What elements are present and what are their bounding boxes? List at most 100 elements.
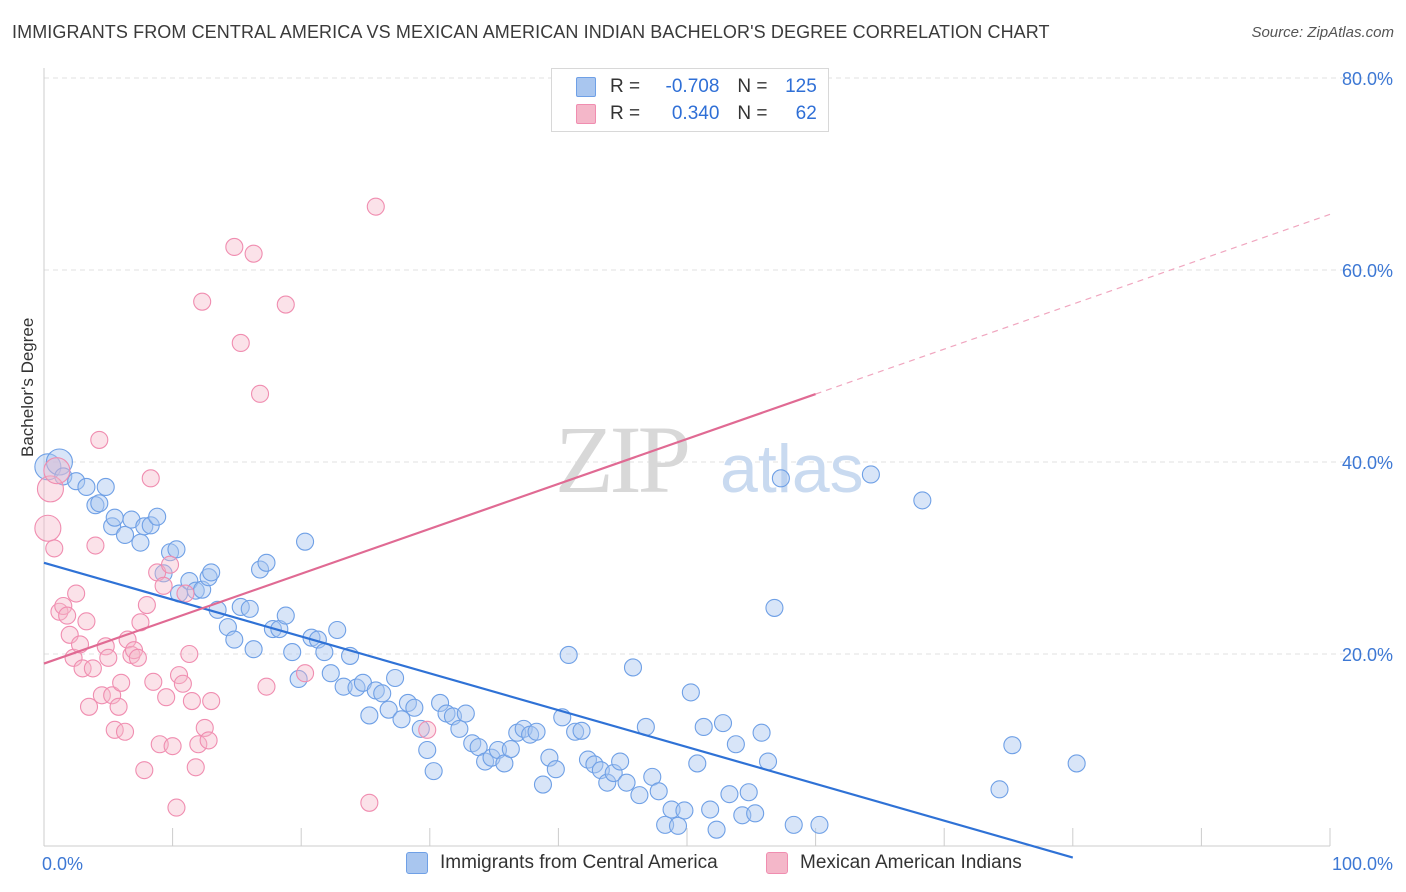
y-tick-label: 20.0%: [1342, 645, 1393, 665]
trend-lines: [43, 213, 1331, 859]
point-central-america: [604, 763, 623, 783]
point-mexican-american-indians: [86, 536, 105, 555]
point-central-america: [379, 700, 398, 719]
point-central-america: [105, 508, 124, 527]
legend-r-value: -0.708: [665, 76, 720, 97]
point-central-america: [617, 773, 636, 792]
point-central-america: [713, 714, 733, 733]
point-mexican-american-indians: [163, 737, 182, 756]
point-central-america: [115, 525, 135, 545]
legend-n-label: N =: [737, 76, 768, 97]
point-central-america: [540, 748, 559, 767]
point-mexican-american-indians: [154, 576, 173, 595]
point-central-america: [240, 599, 259, 618]
point-central-america: [283, 643, 302, 662]
legend-swatch-blue: [406, 852, 428, 874]
point-mexican-american-indians: [115, 722, 135, 741]
point-mexican-american-indians: [128, 648, 147, 667]
point-central-america: [418, 740, 437, 760]
x-tick-label-max: 100.0%: [1332, 854, 1393, 874]
point-central-america: [392, 710, 411, 729]
point-central-america: [656, 815, 675, 834]
point-mexican-american-indians: [231, 333, 250, 353]
point-central-america: [386, 668, 405, 688]
point-central-america: [405, 698, 424, 717]
point-central-america: [199, 568, 218, 587]
point-central-america: [148, 507, 167, 526]
legend-r-label: R =: [610, 76, 641, 97]
point-mexican-american-indians: [366, 197, 385, 216]
point-central-america: [321, 664, 340, 683]
point-mexican-american-indians: [176, 584, 195, 603]
point-central-america: [90, 494, 109, 513]
legend-r-value: 0.340: [671, 103, 720, 124]
point-central-america: [225, 630, 244, 649]
point-mexican-american-indians: [182, 691, 201, 711]
point-central-america: [630, 786, 649, 805]
y-tick-label: 40.0%: [1342, 453, 1393, 473]
point-mexican-american-indians: [199, 731, 218, 750]
legend-swatch-pink: [576, 104, 596, 124]
trend-line-mexican-american-indians: [43, 392, 816, 665]
point-central-america: [533, 775, 553, 794]
y-axis-label: Bachelor's Degree: [18, 317, 37, 457]
point-central-america: [250, 560, 270, 579]
point-central-america: [623, 658, 643, 677]
point-central-america: [707, 820, 726, 839]
point-central-america: [861, 465, 880, 484]
point-mexican-american-indians: [83, 659, 102, 678]
point-central-america: [726, 735, 745, 754]
point-central-america: [167, 540, 186, 559]
point-mexican-american-indians: [160, 555, 180, 574]
point-central-america: [681, 683, 700, 702]
point-mexican-american-indians: [169, 666, 189, 685]
point-mexican-american-indians: [193, 292, 212, 311]
point-mexican-american-indians: [360, 793, 379, 812]
tick-labels: 20.0% 40.0% 60.0% 80.0% 0.0% 100.0%: [42, 69, 1393, 874]
point-central-america: [566, 722, 585, 741]
point-central-america: [360, 706, 379, 725]
chart-title: IMMIGRANTS FROM CENTRAL AMERICA VS MEXIC…: [12, 22, 1050, 42]
legend-n-label: N =: [737, 103, 768, 124]
point-central-america: [131, 533, 150, 552]
point-central-america: [694, 717, 713, 737]
point-mexican-american-indians: [137, 595, 156, 615]
point-central-america: [1067, 754, 1086, 773]
point-central-america: [373, 684, 392, 703]
point-mexican-american-indians: [73, 659, 92, 678]
point-mexican-american-indians: [96, 637, 115, 656]
point-central-america: [276, 606, 295, 625]
legend-item-mexican-american-indians: Mexican American Indians: [766, 852, 1022, 874]
point-central-america: [810, 815, 829, 834]
watermark-zip: ZIP: [555, 406, 688, 513]
series-legend: Immigrants from Central America Mexican …: [0, 852, 1406, 878]
legend-swatch-pink: [766, 852, 788, 874]
point-central-america: [662, 800, 681, 819]
point-central-america: [328, 620, 347, 640]
gridlines: [44, 77, 1392, 655]
point-mexican-american-indians: [77, 612, 96, 631]
point-mexican-american-indians: [186, 758, 205, 777]
point-central-america: [315, 643, 334, 662]
legend-label: Immigrants from Central America: [440, 852, 718, 873]
point-mexican-american-indians: [58, 606, 77, 625]
point-central-america: [334, 677, 353, 696]
point-mexican-american-indians: [112, 673, 131, 692]
point-mexican-american-indians: [92, 686, 111, 705]
point-central-america: [296, 532, 315, 551]
point-mexican-american-indians: [144, 672, 163, 691]
point-central-america: [784, 815, 803, 834]
point-central-america: [688, 754, 707, 773]
legend-n-value: 62: [795, 103, 817, 124]
point-central-america: [701, 800, 720, 819]
point-central-america: [186, 581, 205, 600]
point-central-america: [96, 477, 115, 497]
point-central-america: [546, 760, 565, 779]
point-central-america: [598, 773, 617, 792]
point-mexican-american-indians: [45, 539, 64, 558]
point-mexican-american-indians: [34, 514, 62, 542]
point-mexican-american-indians: [79, 697, 99, 716]
point-central-america: [649, 782, 668, 801]
point-central-america: [501, 739, 520, 759]
legend-label: Mexican American Indians: [800, 852, 1022, 873]
